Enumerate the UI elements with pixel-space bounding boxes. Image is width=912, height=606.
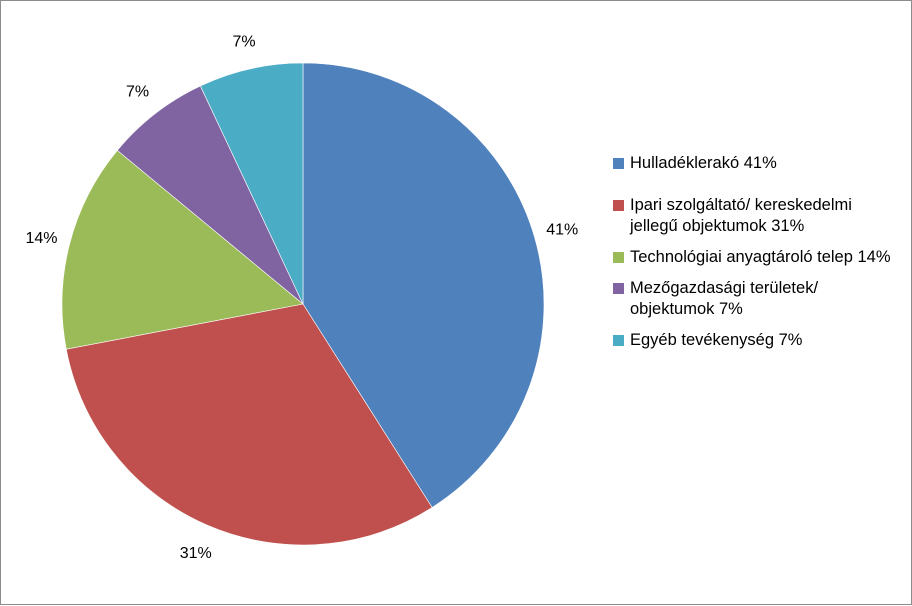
legend-label: Ipari szolgáltató/ kereskedelmi jellegű … xyxy=(630,196,852,235)
legend-swatch xyxy=(613,335,624,346)
legend-swatch xyxy=(613,252,624,263)
pie-slice-technologiai xyxy=(61,149,304,350)
legend-item-technologiai: Technológiai anyagtároló telep 14% xyxy=(613,247,903,268)
legend-item-mezogazdasagi: Mezőgazdasági területek/ objektumok 7% xyxy=(613,278,903,320)
legend-label: Mezőgazdasági területek/ objektumok 7% xyxy=(630,279,819,318)
pie-slice-mezogazdasagi xyxy=(116,85,304,305)
data-label-mezogazdasagi: 7% xyxy=(126,84,149,101)
legend-item-egyeb: Egyéb tevékenység 7% xyxy=(613,330,903,351)
pie-slice-egyeb xyxy=(199,62,304,305)
legend: Hulladéklerakó 41% Ipari szolgáltató/ ke… xyxy=(613,153,903,361)
legend-label: Technológiai anyagtároló telep 14% xyxy=(630,248,891,266)
data-label-hulladeklerako: 41% xyxy=(546,222,578,239)
legend-item-hulladeklerako: Hulladéklerakó 41% xyxy=(613,153,903,174)
pie-slice-ipari xyxy=(65,303,433,546)
legend-swatch xyxy=(613,158,624,169)
data-label-technologiai: 14% xyxy=(25,230,57,247)
data-label-egyeb: 7% xyxy=(233,34,256,51)
data-label-ipari: 31% xyxy=(180,545,212,562)
legend-item-ipari: Ipari szolgáltató/ kereskedelmi jellegű … xyxy=(613,195,903,237)
legend-swatch xyxy=(613,283,624,294)
legend-label: Egyéb tevékenység 7% xyxy=(630,331,803,349)
legend-swatch xyxy=(613,200,624,211)
legend-label: Hulladéklerakó 41% xyxy=(630,154,777,172)
pie-slice-hulladeklerako xyxy=(302,62,545,508)
